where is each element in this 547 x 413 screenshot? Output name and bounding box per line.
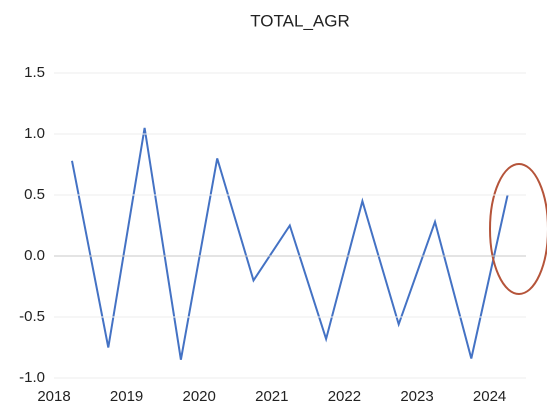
y-tick-label: 0.5 (24, 186, 45, 203)
y-tick-label: 1.0 (24, 125, 45, 142)
y-tick-label: -1.0 (19, 369, 45, 386)
x-tick-label: 2021 (255, 388, 288, 405)
chart-title: TOTAL_AGR (250, 11, 350, 30)
x-tick-label: 2018 (37, 388, 70, 405)
highlight-ellipse (489, 163, 547, 295)
x-tick-label: 2022 (328, 388, 361, 405)
y-tick-label: 0.0 (24, 247, 45, 264)
data-line (71, 127, 509, 360)
x-tick-label: 2024 (473, 388, 506, 405)
x-tick-label: 2019 (110, 388, 143, 405)
x-tick-label: 2023 (400, 388, 433, 405)
y-tick-label: -0.5 (19, 308, 45, 325)
x-tick-label: 2020 (183, 388, 216, 405)
y-tick-label: 1.5 (24, 64, 45, 81)
